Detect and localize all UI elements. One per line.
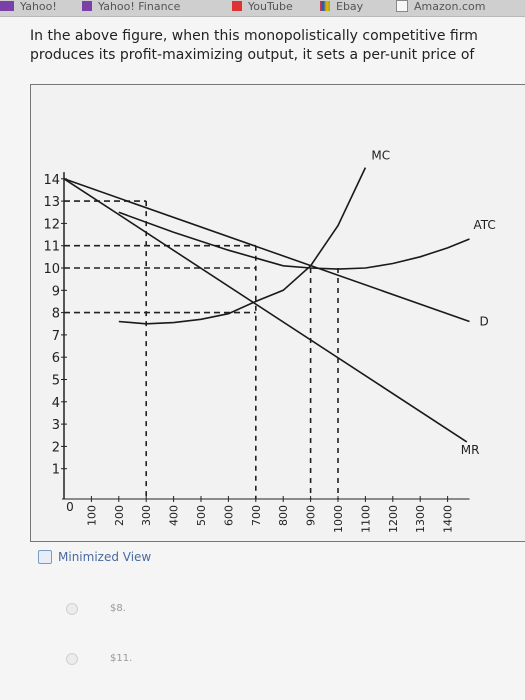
x-tick-label: 400 bbox=[168, 505, 181, 526]
y-tick-label: 14 bbox=[43, 173, 60, 188]
bookmark-youtube[interactable]: YouTube bbox=[232, 0, 293, 13]
y-tick-label: 12 bbox=[43, 217, 60, 232]
y-tick-label: 13 bbox=[43, 195, 60, 210]
series-label-mc: MC bbox=[371, 149, 390, 163]
minimized-view-link[interactable]: Minimized View bbox=[38, 550, 151, 564]
y-tick-label: 9 bbox=[52, 284, 60, 299]
x-tick-label: 500 bbox=[195, 505, 208, 526]
x-tick-label: 1100 bbox=[359, 505, 372, 533]
minimized-view-label: Minimized View bbox=[58, 550, 152, 564]
x-tick-label: 1000 bbox=[332, 505, 345, 533]
bookmark-yahoo[interactable]: Yahoo! bbox=[0, 0, 57, 13]
series-line-mr bbox=[63, 178, 468, 443]
bookmarks-bar: Yahoo! Yahoo! Finance YouTube Ebay Amazo… bbox=[0, 0, 525, 17]
answer-option-2[interactable]: $11. bbox=[110, 653, 133, 664]
yahoo-icon bbox=[0, 1, 14, 11]
y-tick-label: 7 bbox=[52, 329, 60, 344]
y-tick-label: 10 bbox=[43, 262, 60, 277]
series-label-atc: ATC bbox=[474, 218, 496, 232]
minimize-icon bbox=[38, 550, 52, 564]
question-text: In the above figure, when this monopolis… bbox=[30, 28, 478, 63]
answer-radio-1[interactable] bbox=[66, 603, 78, 615]
series-line-d bbox=[63, 178, 470, 323]
series-label-mr: MR bbox=[461, 443, 480, 457]
x-tick-label: 1200 bbox=[387, 505, 400, 533]
y-tick-label: 5 bbox=[52, 374, 60, 389]
series-line-atc bbox=[118, 211, 470, 270]
x-tick-label: 800 bbox=[277, 505, 290, 526]
x-tick-label: 100 bbox=[85, 505, 98, 526]
x-tick-label: 200 bbox=[113, 505, 126, 526]
x-tick-label: 1300 bbox=[414, 505, 427, 533]
bookmark-label: Ebay bbox=[336, 0, 364, 13]
x-tick-label: 0 bbox=[66, 500, 74, 514]
y-tick-label: 8 bbox=[52, 307, 60, 322]
answer-option-1[interactable]: $8. bbox=[110, 603, 126, 614]
x-tick-label: 1400 bbox=[442, 505, 455, 533]
page-content: In the above figure, when this monopolis… bbox=[0, 17, 525, 700]
ebay-icon bbox=[320, 1, 330, 11]
y-tick-label: 4 bbox=[52, 396, 60, 411]
series-label-d: D bbox=[480, 315, 489, 329]
bookmark-label: YouTube bbox=[248, 0, 293, 13]
x-tick-label: 600 bbox=[222, 505, 235, 526]
answer-radio-2[interactable] bbox=[66, 653, 78, 665]
bookmark-label: Yahoo! bbox=[20, 0, 57, 13]
youtube-icon bbox=[232, 1, 242, 11]
bookmark-yahoo-finance[interactable]: Yahoo! Finance bbox=[82, 0, 181, 13]
bookmark-label: Yahoo! Finance bbox=[98, 0, 181, 13]
amazon-icon bbox=[396, 0, 408, 12]
x-tick-label: 300 bbox=[140, 505, 153, 526]
x-tick-label: 700 bbox=[250, 505, 263, 526]
y-tick-label: 2 bbox=[52, 440, 60, 455]
y-tick-label: 3 bbox=[52, 418, 60, 433]
bookmark-ebay[interactable]: Ebay bbox=[320, 0, 364, 13]
y-tick-label: 1 bbox=[52, 463, 60, 478]
chart-figure: MC ATC D MR 1 2 3 4 5 6 7 8 9 10 11 12 13 14 0 100 200 300 400… bbox=[30, 84, 525, 542]
y-tick-label: 6 bbox=[52, 351, 60, 366]
bookmark-amazon[interactable]: Amazon.com bbox=[396, 0, 486, 13]
x-tick-label: 900 bbox=[305, 505, 318, 526]
yahoo-finance-icon bbox=[82, 1, 92, 11]
bookmark-label: Amazon.com bbox=[414, 0, 486, 13]
series-line-mc bbox=[118, 167, 367, 325]
y-tick-label: 11 bbox=[43, 240, 60, 255]
